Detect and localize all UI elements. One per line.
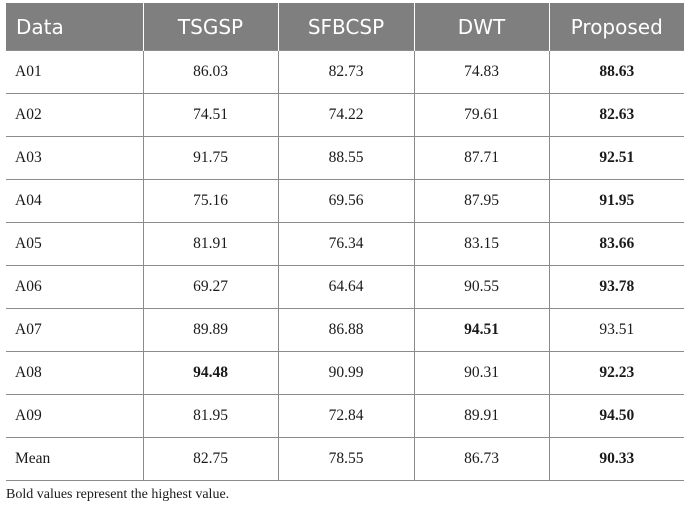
table-cell: 90.33 [548,437,684,481]
table-cell: 88.63 [548,50,684,94]
table-header-row: Data TSGSP SFBCSP DWT Proposed [6,3,684,51]
table-footnote: Bold values represent the highest value. [6,487,230,502]
table-cell: 86.03 [142,50,279,94]
table-cell: 76.34 [277,222,415,266]
table-cell: 89.89 [142,308,279,352]
results-table-container: Data TSGSP SFBCSP DWT Proposed A01 86.03 8… [6,3,684,481]
table-row: Mean 82.75 78.55 86.73 90.33 [6,437,684,481]
table-cell: 94.51 [413,308,550,352]
table-cell: 87.95 [413,179,550,223]
table-cell: 69.56 [277,179,415,223]
table-cell: 74.51 [142,93,279,137]
table-cell: 69.27 [142,265,279,309]
table-cell: 92.23 [548,351,684,395]
table-cell: 81.95 [142,394,279,438]
row-label: Mean [6,437,144,481]
table-cell: 75.16 [142,179,279,223]
table-cell: 89.91 [413,394,550,438]
table-row: A08 94.48 90.99 90.31 92.23 [6,351,684,395]
table-row: A06 69.27 64.64 90.55 93.78 [6,265,684,309]
table-cell: 82.73 [277,50,415,94]
table-cell: 93.78 [548,265,684,309]
table-cell: 81.91 [142,222,279,266]
table-cell: 88.55 [277,136,415,180]
header-proposed: Proposed [549,3,684,51]
table-cell: 90.31 [413,351,550,395]
table-cell: 91.95 [548,179,684,223]
table-cell: 93.51 [548,308,684,352]
header-data: Data [6,3,144,51]
row-label: A09 [6,394,144,438]
header-tsgsp: TSGSP [143,3,279,51]
table-cell: 74.83 [413,50,550,94]
row-label: A01 [6,50,144,94]
table-cell: 82.75 [142,437,279,481]
table-cell: 86.73 [413,437,550,481]
header-dwt: DWT [414,3,550,51]
table-cell: 94.48 [142,351,279,395]
table-cell: 78.55 [277,437,415,481]
table-cell: 72.84 [277,394,415,438]
table-body: A01 86.03 82.73 74.83 88.63 A02 74.51 74.22 79.6… [6,50,684,481]
table-cell: 90.99 [277,351,415,395]
table-row: A01 86.03 82.73 74.83 88.63 [6,50,684,94]
table-cell: 92.51 [548,136,684,180]
table-row: A04 75.16 69.56 87.95 91.95 [6,179,684,223]
table-cell: 90.55 [413,265,550,309]
row-label: A07 [6,308,144,352]
row-label: A02 [6,93,144,137]
table-cell: 83.66 [548,222,684,266]
table-cell: 87.71 [413,136,550,180]
table-cell: 83.15 [413,222,550,266]
results-table: Data TSGSP SFBCSP DWT Proposed A01 86.03 8… [6,3,684,481]
table-row: A03 91.75 88.55 87.71 92.51 [6,136,684,180]
row-label: A08 [6,351,144,395]
table-cell: 94.50 [548,394,684,438]
table-row: A05 81.91 76.34 83.15 83.66 [6,222,684,266]
table-cell: 86.88 [277,308,415,352]
row-label: A05 [6,222,144,266]
table-cell: 91.75 [142,136,279,180]
table-row: A07 89.89 86.88 94.51 93.51 [6,308,684,352]
table-cell: 82.63 [548,93,684,137]
row-label: A03 [6,136,144,180]
header-sfbcsp: SFBCSP [278,3,415,51]
table-cell: 64.64 [277,265,415,309]
table-cell: 74.22 [277,93,415,137]
row-label: A04 [6,179,144,223]
table-cell: 79.61 [413,93,550,137]
table-row: A02 74.51 74.22 79.61 82.63 [6,93,684,137]
row-label: A06 [6,265,144,309]
table-row: A09 81.95 72.84 89.91 94.50 [6,394,684,438]
